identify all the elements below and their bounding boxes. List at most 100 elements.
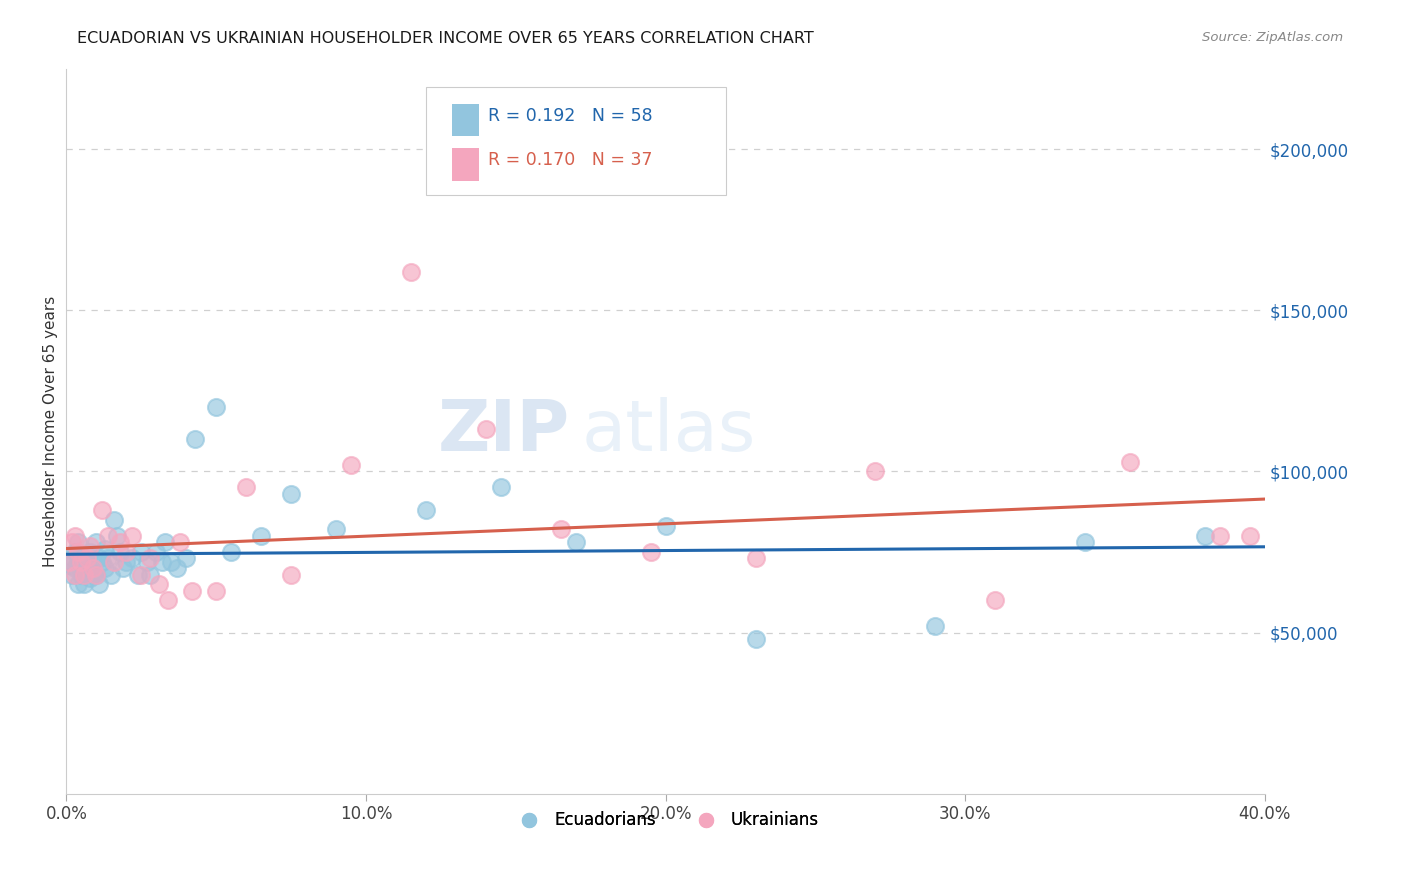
Ukrainians: [157, 593, 180, 607]
Ecuadorians: [97, 551, 120, 566]
Ecuadorians: [65, 545, 87, 559]
Ecuadorians: [79, 545, 101, 559]
Ukrainians: [121, 529, 143, 543]
Ukrainians: [640, 545, 662, 559]
Ecuadorians: [70, 548, 93, 562]
Ecuadorians: [174, 551, 197, 566]
Ukrainians: [205, 583, 228, 598]
Ukrainians: [70, 555, 93, 569]
FancyBboxPatch shape: [426, 87, 725, 195]
Ukrainians: [58, 555, 80, 569]
Ukrainians: [73, 567, 96, 582]
Ukrainians: [97, 529, 120, 543]
Ecuadorians: [131, 545, 153, 559]
Text: ECUADORIAN VS UKRAINIAN HOUSEHOLDER INCOME OVER 65 YEARS CORRELATION CHART: ECUADORIAN VS UKRAINIAN HOUSEHOLDER INCO…: [77, 31, 814, 46]
Text: ZIP: ZIP: [437, 397, 569, 466]
Ecuadorians: [103, 513, 125, 527]
Ecuadorians: [121, 551, 143, 566]
Ecuadorians: [136, 555, 159, 569]
Ecuadorians: [89, 551, 111, 566]
Ecuadorians: [62, 567, 84, 582]
Ecuadorians: [62, 551, 84, 566]
Ukrainians: [984, 593, 1007, 607]
Text: R = 0.192   N = 58: R = 0.192 N = 58: [488, 106, 652, 125]
Ukrainians: [340, 458, 363, 472]
Ukrainians: [169, 535, 191, 549]
Ukrainians: [67, 545, 90, 559]
Ecuadorians: [924, 619, 946, 633]
Ecuadorians: [76, 555, 98, 569]
Ecuadorians: [744, 632, 766, 646]
Ecuadorians: [205, 400, 228, 414]
Ecuadorians: [86, 535, 108, 549]
Ecuadorians: [219, 545, 242, 559]
Ukrainians: [744, 551, 766, 566]
Ecuadorians: [160, 555, 183, 569]
Ukrainians: [65, 567, 87, 582]
Ukrainians: [865, 464, 887, 478]
Ecuadorians: [166, 561, 188, 575]
Ukrainians: [475, 422, 498, 436]
Ecuadorians: [94, 541, 117, 556]
Ecuadorians: [86, 567, 108, 582]
Ecuadorians: [67, 535, 90, 549]
Ecuadorians: [1074, 535, 1097, 549]
Ukrainians: [399, 264, 422, 278]
Ecuadorians: [110, 545, 132, 559]
Ukrainians: [79, 539, 101, 553]
Text: R = 0.170   N = 37: R = 0.170 N = 37: [488, 151, 652, 169]
Ukrainians: [76, 551, 98, 566]
Bar: [453, 148, 478, 180]
Ukrainians: [131, 567, 153, 582]
Ecuadorians: [67, 555, 90, 569]
Ukrainians: [181, 583, 204, 598]
Ecuadorians: [89, 577, 111, 591]
Ecuadorians: [155, 535, 177, 549]
Ukrainians: [148, 577, 170, 591]
Ecuadorians: [94, 561, 117, 575]
Ukrainians: [280, 567, 302, 582]
Ecuadorians: [115, 555, 138, 569]
Ukrainians: [115, 545, 138, 559]
Ukrainians: [235, 481, 257, 495]
Legend: Ecuadorians, Ukrainians: Ecuadorians, Ukrainians: [506, 805, 825, 836]
Ukrainians: [110, 535, 132, 549]
Ecuadorians: [1194, 529, 1216, 543]
Ukrainians: [82, 561, 104, 575]
Ukrainians: [1209, 529, 1232, 543]
Ecuadorians: [91, 555, 114, 569]
Ecuadorians: [76, 564, 98, 578]
Ecuadorians: [145, 545, 167, 559]
Ecuadorians: [82, 555, 104, 569]
Ecuadorians: [325, 522, 347, 536]
Ecuadorians: [565, 535, 588, 549]
Ukrainians: [91, 503, 114, 517]
Ecuadorians: [70, 561, 93, 575]
Ukrainians: [550, 522, 572, 536]
Ukrainians: [62, 535, 84, 549]
Ukrainians: [65, 529, 87, 543]
Ecuadorians: [184, 432, 207, 446]
Ecuadorians: [82, 567, 104, 582]
Ecuadorians: [489, 481, 512, 495]
Ecuadorians: [73, 561, 96, 575]
Bar: [453, 103, 478, 136]
Ecuadorians: [100, 567, 122, 582]
Text: Source: ZipAtlas.com: Source: ZipAtlas.com: [1202, 31, 1343, 45]
Ecuadorians: [79, 571, 101, 585]
Ecuadorians: [58, 558, 80, 572]
Ecuadorians: [250, 529, 273, 543]
Ecuadorians: [67, 577, 90, 591]
Ukrainians: [86, 567, 108, 582]
Text: atlas: atlas: [582, 397, 756, 466]
Ukrainians: [139, 551, 162, 566]
Y-axis label: Householder Income Over 65 years: Householder Income Over 65 years: [44, 295, 58, 566]
Ecuadorians: [65, 561, 87, 575]
Ecuadorians: [105, 529, 128, 543]
Ecuadorians: [112, 561, 135, 575]
Ukrainians: [1119, 455, 1142, 469]
Ecuadorians: [280, 487, 302, 501]
Ecuadorians: [139, 567, 162, 582]
Ecuadorians: [127, 567, 149, 582]
Ecuadorians: [73, 577, 96, 591]
